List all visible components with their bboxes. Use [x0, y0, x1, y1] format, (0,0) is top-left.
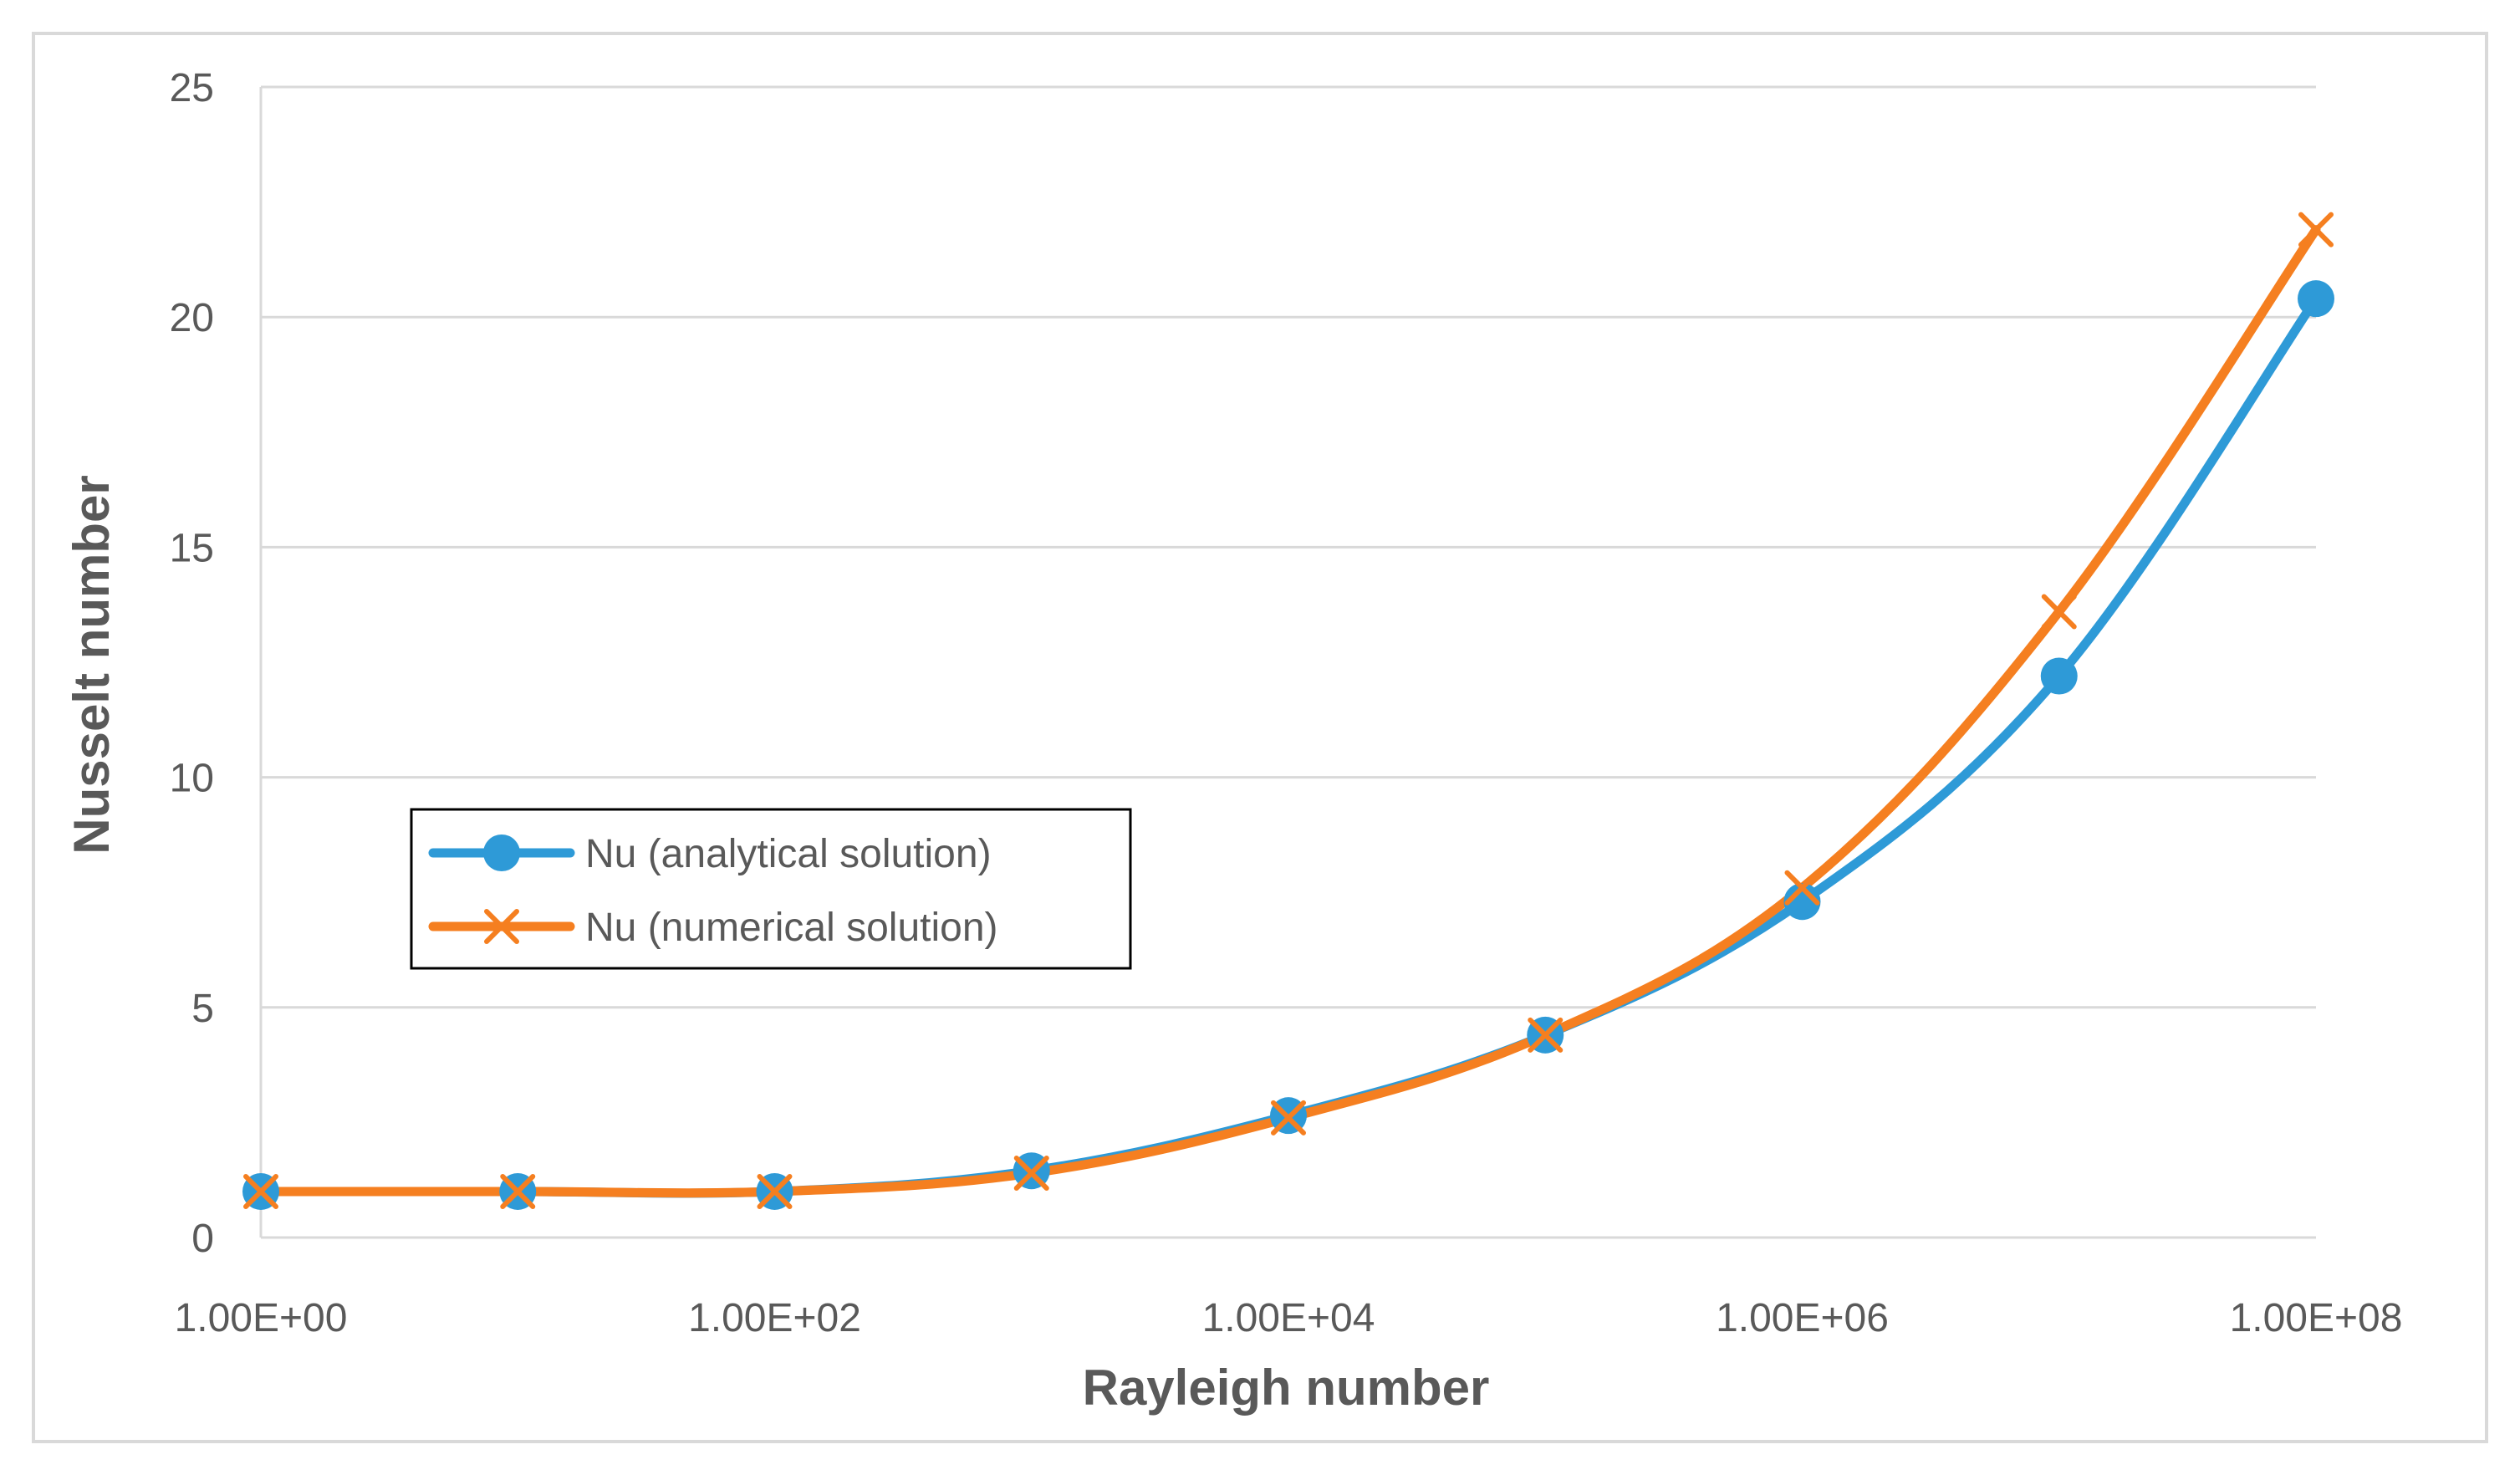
- legend-box: [410, 808, 1132, 970]
- data-point-circle: [2040, 657, 2078, 695]
- x-tick-label: 1.00E+08: [2230, 1296, 2403, 1340]
- y-tick-label: 0: [191, 1217, 214, 1261]
- marker-stroke: [1271, 1100, 1306, 1136]
- data-point-x: [757, 1173, 793, 1209]
- data-point-circle: [1783, 883, 1821, 921]
- marker-stroke: [1528, 1017, 1564, 1053]
- tick-labels: 0 5 10 15 20 25 1.00E+00 1.00E+02 1.00E+04 1.00E+…: [170, 66, 2403, 1340]
- legend-items: Nu (analytical solution) Nu (numerical so…: [428, 832, 998, 950]
- marker-stroke: [757, 1173, 793, 1209]
- legend-entry: Nu (numerical solution): [428, 906, 998, 950]
- y-tick-label: 20: [170, 296, 214, 340]
- marker-stroke: [243, 1173, 278, 1209]
- legend-swatch-marker: [484, 909, 519, 944]
- y-tick-label: 25: [170, 66, 214, 110]
- marker-stroke: [1784, 870, 1820, 906]
- data-point-x: [2041, 594, 2077, 630]
- data-point-x: [500, 1173, 536, 1209]
- data-point-x: [1528, 1017, 1564, 1053]
- y-tick-label: 10: [170, 757, 214, 801]
- x-tick-label: 1.00E+02: [688, 1296, 861, 1340]
- legend-label: Nu (numerical solution): [585, 906, 998, 950]
- marker-stroke: [1013, 1155, 1049, 1191]
- x-tick-label: 1.00E+06: [1716, 1296, 1889, 1340]
- data-point-x: [1784, 870, 1820, 906]
- legend: Nu (analytical solution) Nu (numerical so…: [410, 808, 1132, 970]
- x-tick-label: 1.00E+04: [1202, 1296, 1375, 1340]
- data-point-x: [1013, 1155, 1049, 1191]
- legend-swatch-marker: [483, 834, 520, 871]
- y-tick-label: 15: [170, 526, 214, 570]
- data-point-x: [1271, 1100, 1306, 1136]
- gridlines: [261, 85, 2316, 1009]
- legend-label: Nu (analytical solution): [585, 832, 992, 876]
- y-tick-label: 5: [191, 987, 214, 1031]
- marker-stroke: [2298, 212, 2334, 248]
- series-lines: [256, 225, 2321, 1198]
- marker-stroke: [2041, 594, 2077, 630]
- x-axis-title: Rayleigh number: [1083, 1360, 1490, 1416]
- data-point-x: [243, 1173, 278, 1209]
- series-markers: [242, 212, 2334, 1210]
- series-line-2: [256, 225, 2321, 1198]
- axes: [259, 87, 2316, 1239]
- data-point-x: [2298, 212, 2334, 248]
- x-tick-label: 1.00E+00: [175, 1296, 348, 1340]
- chart-border: [32, 32, 2488, 1443]
- y-axis-title: Nusselt number: [64, 475, 120, 854]
- legend-entry: Nu (analytical solution): [428, 832, 992, 876]
- marker-stroke: [484, 909, 519, 944]
- marker-stroke: [500, 1173, 536, 1209]
- data-point-circle: [2298, 280, 2334, 318]
